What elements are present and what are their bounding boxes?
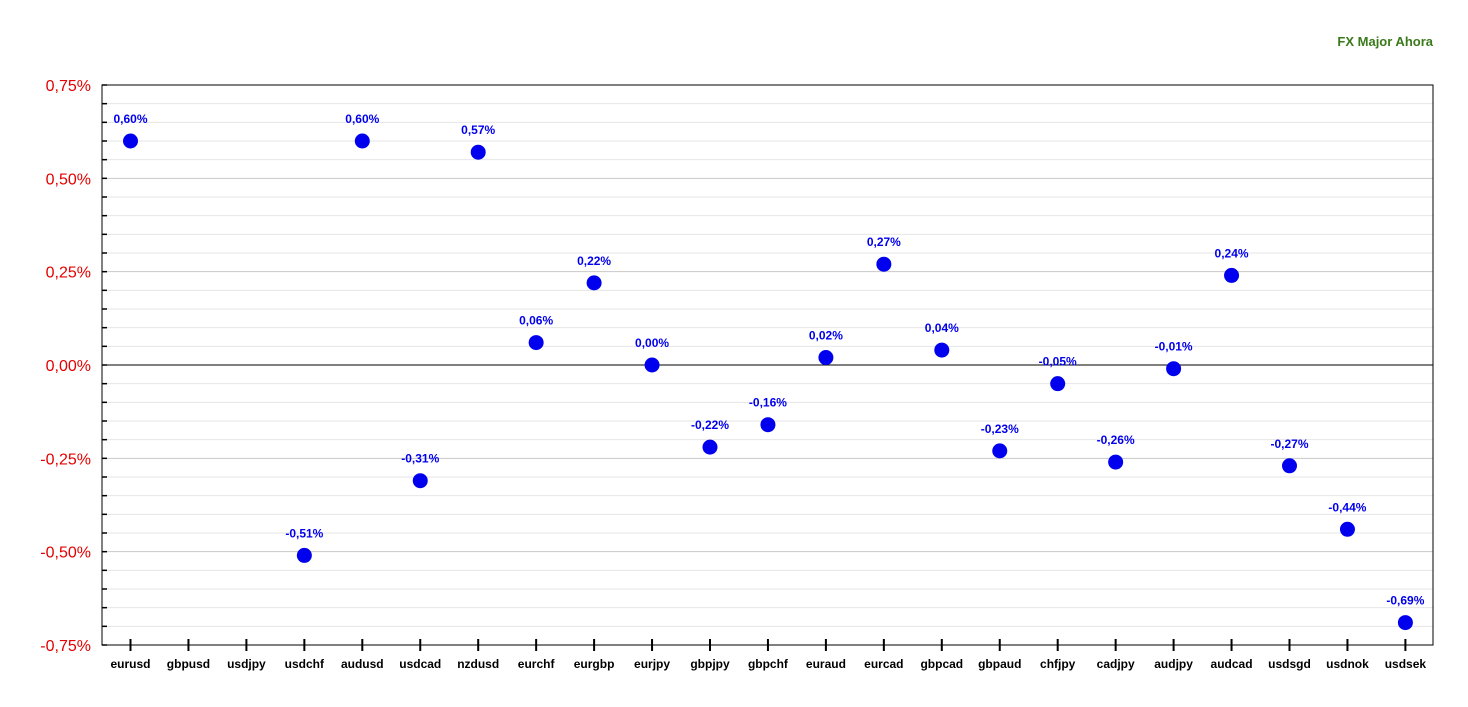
- x-tick-label: cadjpy: [1097, 657, 1135, 671]
- data-label-eurgbp: 0,22%: [577, 254, 611, 268]
- data-point-euraud: [818, 350, 834, 366]
- x-tick-label: audusd: [341, 657, 384, 671]
- x-tick-label: eurusd: [110, 657, 150, 671]
- data-label-euraud: 0,02%: [809, 329, 843, 343]
- x-tick-label: gbpaud: [978, 657, 1021, 671]
- data-point-eurjpy: [644, 357, 660, 373]
- data-point-audcad: [1224, 267, 1240, 283]
- data-points: [123, 133, 1413, 631]
- x-tick-label: audcad: [1211, 657, 1253, 671]
- data-point-audjpy: [1166, 361, 1182, 377]
- y-tick-label: 0,00%: [46, 358, 91, 375]
- x-tick-label: gbpusd: [167, 657, 210, 671]
- x-tick-label: usdchf: [285, 657, 325, 671]
- x-tick-label: usdsgd: [1268, 657, 1311, 671]
- grid-lines: [102, 103, 1433, 627]
- x-tick-label: gbpjpy: [690, 657, 730, 671]
- data-label-usdnok: -0,44%: [1328, 500, 1366, 514]
- data-point-audusd: [354, 133, 370, 149]
- x-tick-label: usdsek: [1385, 657, 1427, 671]
- y-tick-label: 0,75%: [46, 78, 91, 95]
- x-tick-label: usdjpy: [227, 657, 266, 671]
- x-tick-label: gbpchf: [748, 657, 789, 671]
- x-tick-label: usdnok: [1326, 657, 1369, 671]
- data-point-usdsek: [1397, 615, 1413, 631]
- data-point-usdcad: [412, 473, 428, 489]
- axes: [101, 84, 1434, 651]
- x-tick-label: eurjpy: [634, 657, 670, 671]
- data-point-chfjpy: [1050, 376, 1066, 392]
- data-point-eurcad: [876, 256, 892, 272]
- data-label-nzdusd: 0,57%: [461, 123, 495, 137]
- data-point-eurchf: [528, 335, 544, 351]
- data-point-gbpcad: [934, 342, 950, 358]
- data-label-eurcad: 0,27%: [867, 235, 901, 249]
- data-label-audjpy: -0,01%: [1155, 340, 1193, 354]
- data-label-gbpjpy: -0,22%: [691, 418, 729, 432]
- data-point-eurusd: [123, 133, 138, 149]
- data-label-usdsek: -0,69%: [1386, 594, 1424, 608]
- y-tick-label: 0,50%: [46, 171, 91, 188]
- data-label-cadjpy: -0,26%: [1097, 433, 1135, 447]
- x-tick-label: usdcad: [399, 657, 441, 671]
- data-label-chfjpy: -0,05%: [1039, 355, 1077, 369]
- data-point-eurgbp: [586, 275, 602, 291]
- data-label-gbpaud: -0,23%: [981, 422, 1019, 436]
- x-tick-label: euraud: [806, 657, 846, 671]
- data-label-audcad: 0,24%: [1215, 246, 1249, 260]
- y-tick-label: -0,75%: [40, 638, 91, 655]
- data-label-usdsgd: -0,27%: [1270, 437, 1308, 451]
- x-tick-label: gbpcad: [920, 657, 963, 671]
- data-label-eurusd: 0,60%: [113, 112, 147, 126]
- data-point-gbpchf: [760, 417, 776, 433]
- data-labels: 0,60% -0,51% 0,60% -0,31% 0,57% 0,06% 0,22% 0,0…: [113, 112, 1424, 608]
- x-tick-label: audjpy: [1154, 657, 1193, 671]
- x-tick-label: eurchf: [518, 657, 556, 671]
- data-point-usdnok: [1339, 521, 1355, 537]
- data-label-usdcad: -0,31%: [401, 452, 439, 466]
- data-label-eurchf: 0,06%: [519, 314, 553, 328]
- data-point-cadjpy: [1108, 454, 1124, 470]
- x-tick-label: eurgbp: [574, 657, 615, 671]
- x-axis-tick-labels: eurusd gbpusd usdjpy usdchf audusd usdcad nzdu…: [110, 657, 1426, 671]
- x-tick-label: nzdusd: [457, 657, 499, 671]
- data-point-gbpaud: [992, 443, 1008, 459]
- y-tick-label: 0,25%: [46, 265, 91, 282]
- data-point-usdsgd: [1282, 458, 1297, 474]
- y-tick-label: -0,25%: [40, 451, 91, 468]
- data-label-usdchf: -0,51%: [285, 526, 323, 540]
- data-point-gbpjpy: [702, 439, 718, 455]
- chart-title: FX Major Ahora: [1337, 34, 1433, 49]
- x-tick-label: eurcad: [864, 657, 903, 671]
- y-tick-label: -0,50%: [40, 545, 91, 562]
- data-label-eurjpy: 0,00%: [635, 336, 669, 350]
- data-label-gbpcad: 0,04%: [925, 321, 959, 335]
- y-axis-tick-labels: 0,75% 0,50% 0,25% 0,00% -0,25% -0,50% -0,75%: [40, 78, 91, 655]
- data-point-usdchf: [296, 547, 312, 563]
- x-tick-label: chfjpy: [1040, 657, 1076, 671]
- data-label-audusd: 0,60%: [345, 112, 379, 126]
- data-label-gbpchf: -0,16%: [749, 396, 787, 410]
- data-point-nzdusd: [470, 144, 486, 160]
